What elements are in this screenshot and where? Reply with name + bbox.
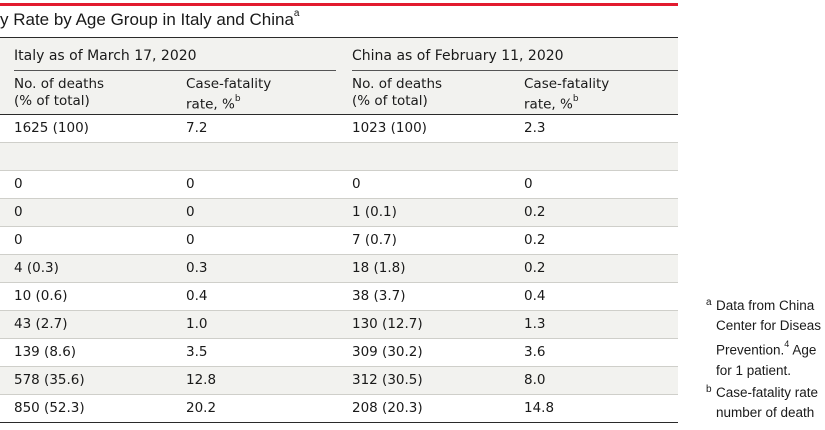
footnote-line: Data from China [716,298,815,313]
col-head-line: Case-fatality [524,76,610,92]
footnotes: a Data from China Center for Diseas Prev… [706,296,825,425]
table-row [0,143,678,171]
cell-china-cfr: 1.3 [524,316,546,332]
cell-china-deaths: 7 (0.7) [352,232,397,248]
table-row: 10 (0.6) 0.4 38 (3.7) 0.4 [0,283,678,311]
table-title: y Rate by Age Group in Italy and Chinaa [0,8,300,30]
col-head-italy-cfr: Case-fatality rate, %b [186,76,271,114]
group-underline-china [352,70,678,71]
col-head-italy-deaths: No. of deaths (% of total) [14,76,104,110]
col-head-line: Case-fatality [186,76,272,92]
cell-italy-deaths: 43 (2.7) [14,316,68,332]
cell-italy-deaths: 139 (8.6) [14,344,77,360]
cell-italy-deaths: 0 [14,232,23,248]
header-divider [0,114,678,115]
cell-china-deaths: 130 (12.7) [352,316,423,332]
cell-italy-deaths: 0 [14,176,23,192]
footnote-marker: a [706,297,712,308]
group-header-china: China as of February 11, 2020 [338,46,678,66]
cell-china-cfr: 0 [524,176,533,192]
cell-italy-deaths: 4 (0.3) [14,260,59,276]
footnote-a: a Data from China Center for Diseas Prev… [706,296,825,381]
table-row: 0 0 0 0 [0,171,678,199]
cell-italy-cfr: 0 [186,232,195,248]
title-footnote-marker: a [293,8,300,20]
reference-marker: 4 [784,339,790,349]
cell-china-cfr: 0.2 [524,260,546,276]
col-head-china-cfr: Case-fatality rate, %b [524,76,609,114]
group-header-italy: Italy as of March 17, 2020 [0,46,338,66]
cell-china-deaths: 312 (30.5) [352,372,423,388]
group-underline-italy [14,70,336,71]
cell-italy-cfr: 0 [186,176,195,192]
cell-china-deaths: 208 (20.3) [352,400,423,416]
cell-italy-cfr: 20.2 [186,400,217,416]
col-head-footnote-marker: b [234,94,241,104]
table-row: 1625 (100) 7.2 1023 (100) 2.3 [0,115,678,143]
col-head-china-deaths: No. of deaths (% of total) [352,76,442,110]
footnote-b: b Case-fatality rate number of death [706,383,825,423]
cell-china-cfr: 0.2 [524,204,546,220]
cell-italy-deaths: 1625 (100) [14,120,89,136]
cell-china-cfr: 8.0 [524,372,546,388]
col-head-line: No. of deaths [14,76,105,92]
cell-italy-deaths: 850 (52.3) [14,400,85,416]
cell-italy-deaths: 10 (0.6) [14,288,68,304]
title-text: y Rate by Age Group in Italy and China [0,10,294,29]
cell-china-cfr: 0.4 [524,288,546,304]
footnote-line: Age [789,342,817,358]
cell-china-deaths: 1 (0.1) [352,204,397,220]
footnote-marker: b [706,383,712,395]
cell-italy-cfr: 0 [186,204,195,220]
accent-rule [0,3,678,6]
cell-china-cfr: 3.6 [524,344,546,360]
cell-italy-deaths: 0 [14,204,23,220]
cell-china-cfr: 2.3 [524,120,546,136]
col-head-line: rate, % [524,96,573,113]
col-head-line: (% of total) [14,93,90,109]
cell-china-deaths: 18 (1.8) [352,260,406,276]
cell-italy-cfr: 0.3 [186,260,208,276]
table-row: 4 (0.3) 0.3 18 (1.8) 0.2 [0,255,678,283]
cell-china-cfr: 14.8 [524,400,555,416]
footnote-line: for 1 patient. [716,362,792,378]
cell-italy-cfr: 0.4 [186,288,208,304]
cell-china-deaths: 1023 (100) [352,120,427,136]
table-row: 578 (35.6) 12.8 312 (30.5) 8.0 [0,367,678,395]
table-row: 139 (8.6) 3.5 309 (30.2) 3.6 [0,339,678,367]
table-row: 43 (2.7) 1.0 130 (12.7) 1.3 [0,311,678,339]
cell-china-deaths: 38 (3.7) [352,288,406,304]
cell-italy-cfr: 3.5 [186,344,208,360]
table-row: 0 0 7 (0.7) 0.2 [0,227,678,255]
footnote-line: Case-fatality rate [716,384,819,400]
table-row: 850 (52.3) 20.2 208 (20.3) 14.8 [0,395,678,423]
footnote-line: number of death [716,404,815,420]
footnote-line: Center for Diseas [716,318,822,333]
cell-china-cfr: 0.2 [524,232,546,248]
col-head-line: rate, % [186,96,235,113]
col-head-line: (% of total) [352,93,428,109]
footnote-line: Prevention. [716,342,785,358]
title-divider [0,37,678,38]
cell-italy-cfr: 7.2 [186,120,208,136]
col-head-line: No. of deaths [352,76,443,92]
cell-china-deaths: 0 [352,176,361,192]
cell-china-deaths: 309 (30.2) [352,344,423,360]
table-row: 0 0 1 (0.1) 0.2 [0,199,678,227]
cell-italy-cfr: 1.0 [186,316,208,332]
cell-italy-cfr: 12.8 [186,372,217,388]
cell-italy-deaths: 578 (35.6) [14,372,85,388]
col-head-footnote-marker: b [572,94,579,104]
